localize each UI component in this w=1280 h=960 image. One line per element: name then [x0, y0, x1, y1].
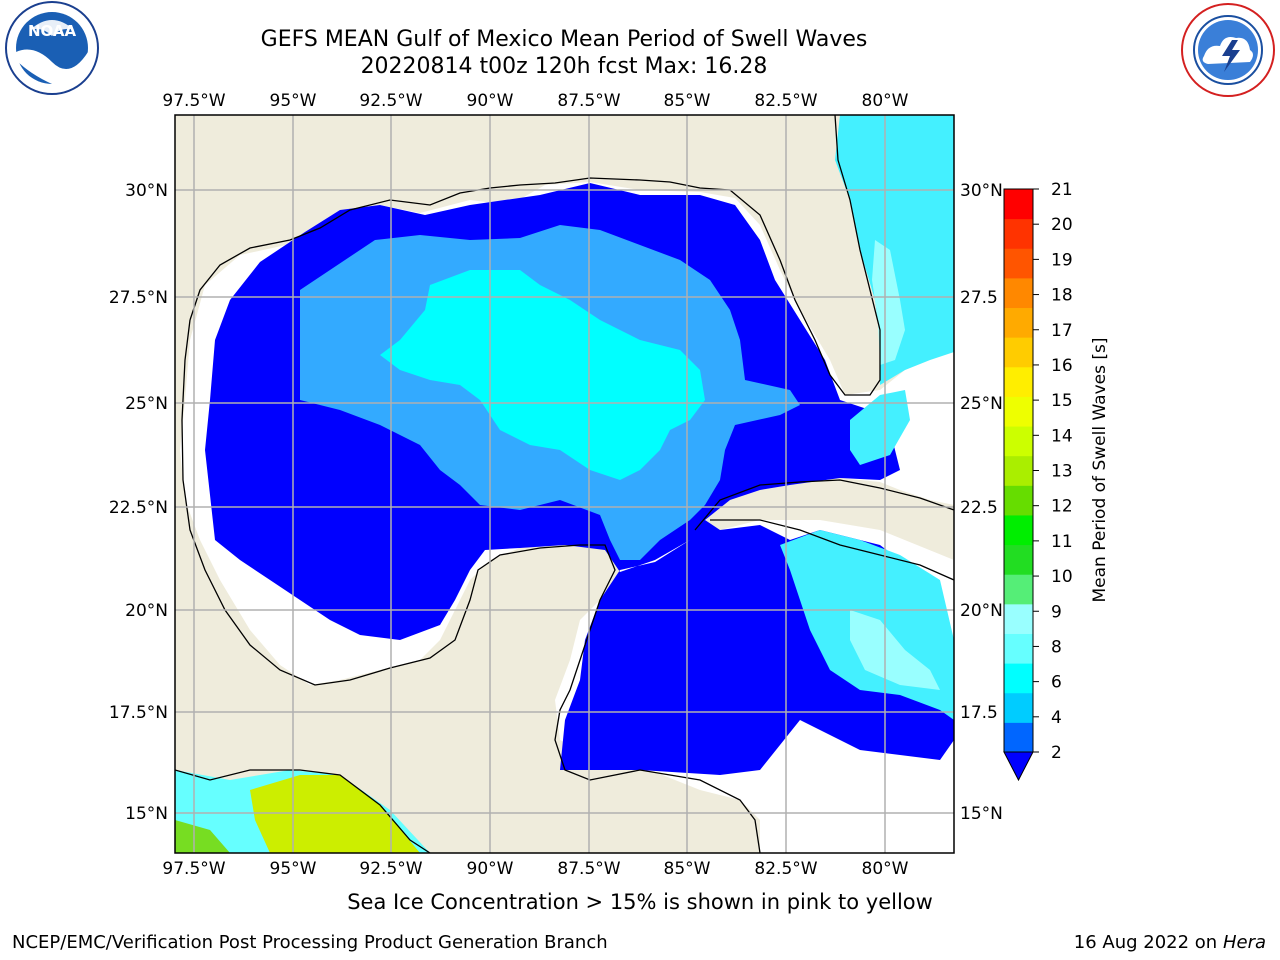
map-area: [175, 115, 954, 853]
colorbar-segment: [1004, 603, 1033, 634]
footer-credit: NCEP/EMC/Verification Post Processing Pr…: [12, 932, 608, 953]
colorbar-tick-label: 4: [1051, 708, 1062, 728]
lat-label-left: 25°N: [125, 394, 168, 414]
colorbar-segment: [1004, 396, 1033, 427]
lat-label-left: 15°N: [125, 804, 168, 824]
coastline: [175, 115, 954, 853]
swell-band-6-8: [380, 270, 705, 480]
colorbar-segment: [1004, 722, 1033, 753]
lon-label-top: 85°W: [664, 91, 711, 111]
lat-label-right: 27.5: [960, 288, 998, 308]
pacific-swell-green: [175, 820, 230, 853]
lon-label-bottom: 82.5°W: [754, 859, 817, 879]
colorbar-label: Mean Period of Swell Waves [s]: [1090, 338, 1110, 603]
chart-title: GEFS MEAN Gulf of Mexico Mean Period of …: [260, 27, 868, 52]
colorbar-segment: [1004, 485, 1033, 516]
colorbar-segment: [1004, 426, 1033, 457]
colorbar-tick-label: 8: [1051, 637, 1062, 657]
nws-logo-icon: [1181, 3, 1275, 97]
lat-label-right: 20°N: [960, 601, 1003, 621]
caribbean-swell-light: [850, 610, 940, 690]
colorbar-tick-label: 18: [1051, 286, 1073, 306]
colorbar-segment: [1004, 248, 1033, 279]
colorbar-tick-label: 16: [1051, 356, 1073, 376]
colorbar-segment: [1004, 337, 1033, 368]
lon-label-top: 87.5°W: [557, 91, 620, 111]
colorbar-tick-label: 17: [1051, 321, 1073, 341]
footer-date: 16 Aug 2022 on Hera: [1074, 932, 1266, 953]
colorbar-extend: [1003, 751, 1034, 782]
colorbar-tick-label: 15: [1051, 391, 1073, 411]
footer-host: Hera: [1222, 932, 1266, 953]
lon-label-bottom: 85°W: [664, 859, 711, 879]
colorbar-tick-label: 11: [1051, 532, 1073, 552]
colorbar-tick-label: 19: [1051, 250, 1073, 270]
noaa-logo-text: NOAA: [28, 22, 77, 40]
footer-date-text: 16 Aug 2022 on: [1073, 932, 1218, 953]
lat-label-right: 25°N: [960, 394, 1003, 414]
lon-label-bottom: 92.5°W: [359, 859, 422, 879]
colorbar-segment: [1004, 189, 1033, 220]
colorbar-tick-label: 14: [1051, 426, 1073, 446]
sea-ice-caption: Sea Ice Concentration > 15% is shown in …: [347, 890, 933, 914]
colorbar-tick-label: 20: [1051, 215, 1073, 235]
straits-swell-band: [850, 390, 910, 465]
lat-label-right: 22.5: [960, 498, 998, 518]
lon-label-top: 95°W: [270, 91, 317, 111]
colorbar-tick-label: 13: [1051, 462, 1073, 482]
colorbar-tick-label: 6: [1051, 673, 1062, 693]
graticule: [175, 115, 954, 853]
noaa-logo-icon: NOAA: [5, 1, 99, 95]
lat-label-right: 15°N: [960, 804, 1003, 824]
colorbar-segment: [1004, 455, 1033, 486]
lon-label-bottom: 80°W: [862, 859, 909, 879]
lat-label-left: 20°N: [125, 601, 168, 621]
atlantic-water: [835, 115, 954, 385]
lon-label-bottom: 95°W: [270, 859, 317, 879]
lon-label-top: 90°W: [467, 91, 514, 111]
colorbar-tick-label: 21: [1051, 180, 1073, 200]
colorbar-segment: [1004, 307, 1033, 338]
colorbar-segment: [1004, 633, 1033, 664]
lat-label-left: 22.5°N: [109, 498, 168, 518]
lat-label-right: 30°N: [960, 181, 1003, 201]
lon-label-bottom: 97.5°W: [162, 859, 225, 879]
chart-subtitle: 20220814 t00z 120h fcst Max: 16.28: [360, 54, 768, 79]
colorbar: 2 4 6 8 9 10 11 12 13 14 15 16 17 18 19 20 21: [1003, 180, 1073, 782]
lat-label-left: 30°N: [125, 181, 168, 201]
colorbar-segment: [1004, 663, 1033, 694]
colorbar-segment: [1004, 692, 1033, 723]
colorbar-segment: [1004, 218, 1033, 249]
lon-label-bottom: 90°W: [467, 859, 514, 879]
map-frame: [174, 114, 955, 854]
lat-label-left: 17.5°N: [109, 703, 168, 723]
colorbar-segment: [1004, 277, 1033, 309]
colorbar-tick-label: 2: [1051, 743, 1062, 763]
lon-label-top: 92.5°W: [359, 91, 422, 111]
lat-label-left: 27.5°N: [109, 288, 168, 308]
colorbar-tick-label: 12: [1051, 497, 1073, 517]
colorbar-segment: [1004, 574, 1033, 605]
colorbar-segment: [1004, 514, 1033, 546]
lon-label-top: 97.5°W: [162, 91, 225, 111]
lon-label-top: 82.5°W: [754, 91, 817, 111]
colorbar-tick-label: 10: [1051, 567, 1073, 587]
colorbar-segment: [1004, 544, 1033, 575]
colorbar-segment: [1004, 366, 1033, 397]
footer-caption-wrap: Sea Ice Concentration > 15% is shown in …: [0, 890, 1280, 914]
lat-label-right: 17.5: [960, 703, 998, 723]
lon-label-bottom: 87.5°W: [557, 859, 620, 879]
colorbar-tick-label: 9: [1051, 602, 1062, 622]
lon-label-top: 80°W: [862, 91, 909, 111]
